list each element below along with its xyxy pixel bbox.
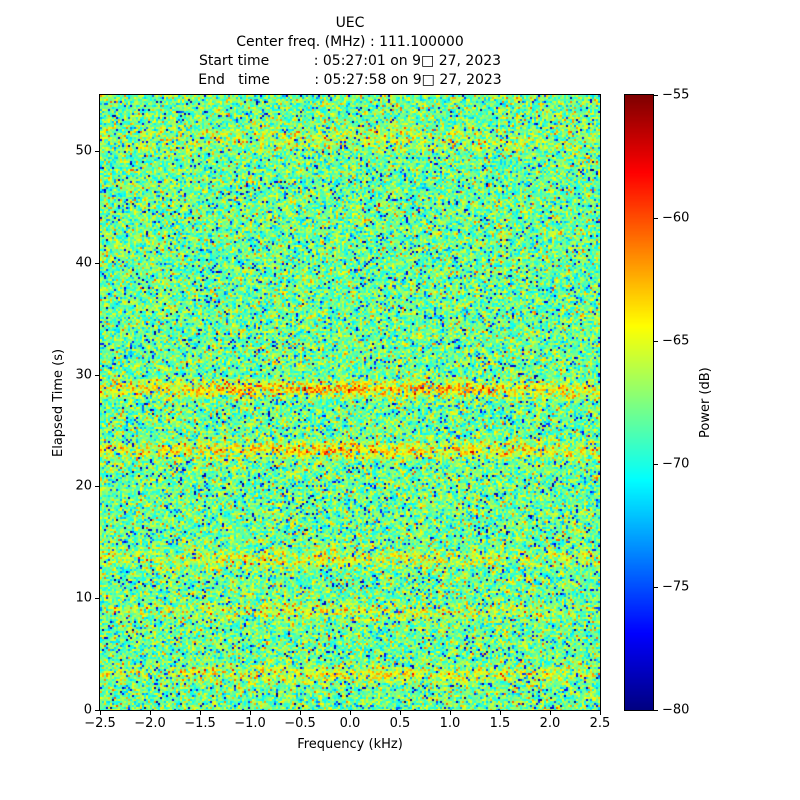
y-tick-label: 50	[75, 143, 92, 159]
x-tick-label: 2.5	[589, 716, 611, 731]
plot-area	[99, 94, 601, 711]
colorbar-canvas	[625, 95, 653, 710]
y-tick-mark	[95, 598, 99, 600]
x-tick-mark	[350, 711, 351, 715]
x-tick-mark	[250, 711, 251, 715]
x-tick-label: 0.5	[389, 716, 411, 731]
x-tick-mark	[600, 711, 601, 715]
x-tick-mark	[450, 711, 451, 715]
colorbar-label: Power (dB)	[698, 367, 713, 438]
colorbar-tick-mark	[654, 587, 658, 588]
colorbar-tick-label: −55	[662, 87, 690, 103]
colorbar-tick-mark	[654, 464, 658, 465]
x-tick-label: −2.0	[134, 716, 166, 731]
y-tick-mark	[95, 710, 99, 711]
y-tick-mark	[95, 262, 99, 264]
x-tick-label: 1.0	[439, 716, 461, 731]
y-tick-label: 40	[75, 255, 92, 271]
x-tick-label: 0.0	[339, 716, 361, 731]
y-tick-label: 30	[75, 367, 92, 383]
colorbar	[624, 94, 654, 711]
y-tick-label: 0	[83, 702, 92, 718]
x-tick-mark	[150, 711, 151, 715]
y-axis-label: Elapsed Time (s)	[51, 348, 66, 457]
colorbar-tick-label: −80	[662, 702, 690, 718]
colorbar-tick-label: −60	[662, 210, 690, 226]
colorbar-tick-mark	[654, 710, 658, 711]
x-tick-label: −1.5	[184, 716, 216, 731]
subtitle-start-time: Start time : 05:27:01 on 9□ 27, 2023	[198, 53, 502, 69]
colorbar-tick-label: −65	[662, 333, 690, 349]
x-tick-label: 2.0	[539, 716, 561, 731]
colorbar-tick-mark	[654, 341, 658, 342]
plot-title: UEC	[335, 15, 365, 31]
x-tick-mark	[500, 711, 501, 715]
subtitle-end-time: End time : 05:27:58 on 9□ 27, 2023	[198, 72, 502, 88]
x-tick-label: −0.5	[284, 716, 316, 731]
y-tick-mark	[95, 374, 99, 376]
colorbar-tick-label: −75	[662, 579, 690, 595]
colorbar-tick-mark	[654, 95, 658, 96]
x-tick-mark	[550, 711, 551, 715]
subtitle-center-freq: Center freq. (MHz) : 111.100000	[236, 34, 464, 50]
x-tick-mark	[100, 711, 101, 715]
spectrogram-heatmap-canvas	[100, 95, 600, 710]
y-tick-mark	[95, 150, 99, 152]
y-tick-label: 10	[75, 590, 92, 606]
x-tick-mark	[200, 711, 201, 715]
x-tick-mark	[400, 711, 401, 715]
x-tick-label: −2.5	[84, 716, 116, 731]
title-block: UEC Center freq. (MHz) : 111.100000 Star…	[100, 14, 600, 90]
x-tick-label: −1.0	[234, 716, 266, 731]
colorbar-tick-label: −70	[662, 456, 690, 472]
x-tick-mark	[300, 711, 301, 715]
y-tick-mark	[95, 486, 99, 488]
y-tick-label: 20	[75, 478, 92, 494]
colorbar-tick-mark	[654, 218, 658, 219]
x-tick-label: 1.5	[489, 716, 511, 731]
x-axis-label: Frequency (kHz)	[297, 737, 403, 752]
